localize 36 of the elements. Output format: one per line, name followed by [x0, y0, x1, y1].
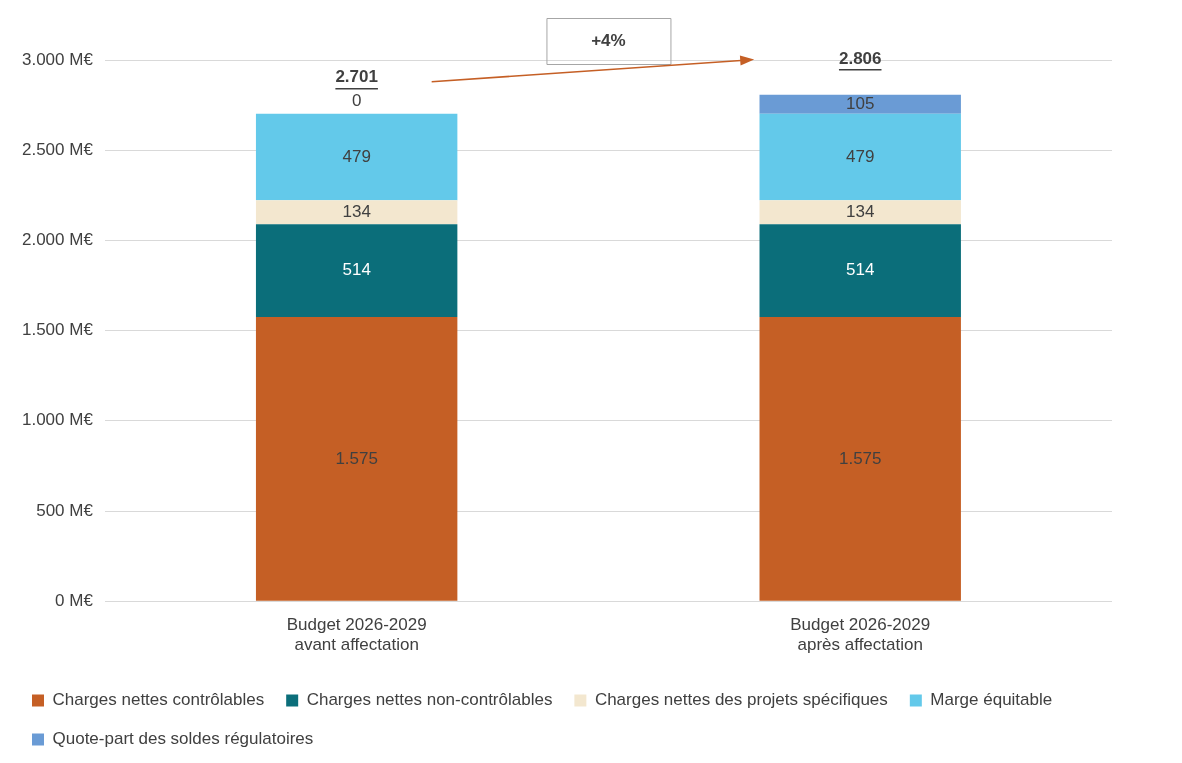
- data-label: 105: [846, 93, 875, 113]
- legend-label: Charges nettes contrôlables: [52, 690, 265, 710]
- data-label: 0: [351, 91, 362, 111]
- text: +4%: [591, 30, 626, 50]
- legend-label: Marge équitable: [930, 690, 1053, 710]
- y-tick-label: 3.000 M€: [21, 49, 94, 69]
- total-label: 2.806: [838, 48, 882, 68]
- y-tick-label: 1.000 M€: [21, 410, 94, 430]
- bar: [759, 200, 961, 225]
- data-label: 1.575: [335, 448, 378, 468]
- bar: [759, 94, 961, 114]
- data-label: 514: [342, 260, 371, 280]
- data-label: 479: [342, 146, 371, 166]
- x-tick-label: Budget 2026-2029 après affectation: [790, 615, 931, 655]
- legend-label: Charges nettes non-contrôlables: [306, 690, 553, 710]
- total-label: 2.701: [335, 67, 378, 87]
- bar: [255, 317, 458, 601]
- x-tick-label: Budget 2026-2029 avant affectation: [286, 615, 427, 655]
- bar: [759, 317, 961, 601]
- y-tick-label: 2.500 M€: [21, 139, 94, 159]
- y-tick-label: 2.000 M€: [21, 230, 94, 250]
- bar: [255, 200, 458, 225]
- legend-label: Quote-part des soldes régulatoires: [52, 729, 314, 749]
- data-label: 134: [342, 201, 371, 221]
- data-label: 134: [846, 201, 875, 221]
- legend-label: Charges nettes des projets spécifiques: [594, 690, 888, 710]
- y-tick-label: 500 M€: [36, 500, 94, 520]
- bar: [255, 224, 458, 318]
- data-label: 514: [846, 260, 875, 280]
- y-tick-label: 0 M€: [55, 590, 94, 610]
- data-label: 479: [846, 146, 875, 166]
- bar: [759, 113, 961, 201]
- bar: [255, 113, 458, 201]
- y-tick-label: 1.500 M€: [21, 320, 94, 340]
- data-label: 1.575: [838, 448, 882, 468]
- bar: [759, 224, 961, 318]
